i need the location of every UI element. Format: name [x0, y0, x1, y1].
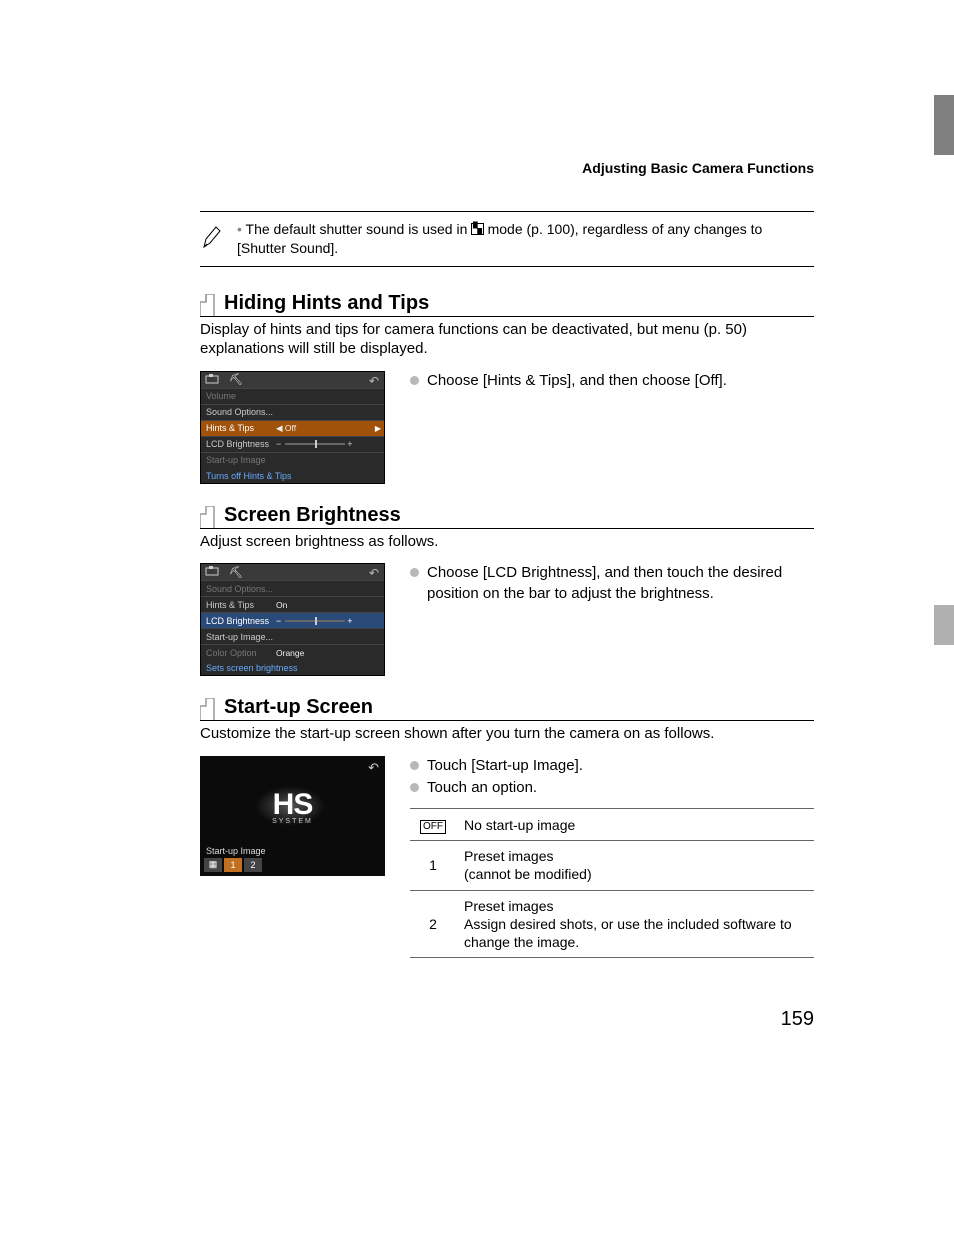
table-row: 2Preset imagesAssign desired shots, or u…: [410, 890, 814, 958]
instruction-text: Touch an option.: [427, 778, 537, 798]
section-heading-hints: Hiding Hints and Tips: [200, 292, 814, 317]
plus-icon: +: [347, 616, 352, 626]
tools-tab-icon: ⛏: [229, 373, 243, 386]
pencil-icon: [200, 220, 222, 255]
bullet-icon: [410, 568, 419, 577]
menu-footer: Turns off Hints & Tips: [206, 471, 292, 481]
startup-option: 2: [244, 858, 262, 872]
startup-option: ▦: [204, 858, 222, 872]
bullet-icon: [410, 376, 419, 385]
instruction-bullet: Touch an option.: [410, 778, 814, 798]
note-before: The default shutter sound is used in: [246, 221, 472, 237]
menu-row: LCD Brightness−+: [201, 436, 384, 452]
minus-icon: −: [276, 439, 281, 449]
back-icon: ↶: [368, 760, 379, 776]
section-title: Screen Brightness: [224, 504, 401, 527]
hs-subtext: SYSTEM: [200, 818, 385, 825]
menu-footer: Sets screen brightness: [206, 663, 298, 673]
mode-icon: ▚: [471, 223, 483, 235]
menu-row-label: Start-up Image...: [206, 632, 276, 642]
note-box: • The default shutter sound is used in ▚…: [200, 211, 814, 267]
side-tab: [934, 95, 954, 155]
menu-row: Start-up Image...: [201, 628, 384, 644]
brightness-slider: [285, 443, 345, 445]
instruction-text: Choose [LCD Brightness], and then touch …: [427, 563, 814, 604]
page-number: 159: [200, 1008, 814, 1031]
section-heading-startup: Start-up Screen: [200, 696, 814, 721]
option-desc: Preset images(cannot be modified): [456, 841, 814, 890]
note-text: • The default shutter sound is used in ▚…: [237, 220, 814, 258]
bookmark-icon: [200, 698, 218, 720]
bookmark-icon: [200, 506, 218, 528]
menu-row: Start-up Image: [201, 452, 384, 468]
slider-wrap: −+: [276, 439, 353, 449]
off-icon: OFF: [420, 820, 446, 834]
section-intro: Customize the start-up screen shown afte…: [200, 724, 814, 744]
instruction-text: Choose [Hints & Tips], and then choose […: [427, 371, 727, 391]
section-title: Hiding Hints and Tips: [224, 292, 429, 315]
menu-row-value: Orange: [276, 648, 304, 658]
menu-row: LCD Brightness−+: [201, 612, 384, 628]
side-tab-light: [934, 605, 954, 645]
hs-logo: HS SYSTEM: [200, 788, 385, 825]
section-intro: Adjust screen brightness as follows.: [200, 532, 814, 552]
menu-row-label: LCD Brightness: [206, 439, 276, 449]
startup-options: ▦12: [204, 858, 262, 872]
bullet-icon: [410, 783, 419, 792]
camera-tab-icon: [205, 374, 219, 386]
menu-row: Sound Options...: [201, 404, 384, 420]
menu-row: Volume: [201, 388, 384, 404]
hs-text: HS: [200, 788, 385, 822]
brightness-slider: [285, 620, 345, 622]
option-key: OFF: [410, 809, 456, 841]
minus-icon: −: [276, 616, 281, 626]
instruction-bullet: Choose [Hints & Tips], and then choose […: [410, 371, 814, 391]
menu-row-label: Sound Options...: [206, 407, 276, 417]
menu-row-label: Volume: [206, 391, 276, 401]
bullet-icon: [410, 761, 419, 770]
page: Adjusting Basic Camera Functions • The d…: [0, 0, 954, 1091]
running-header: Adjusting Basic Camera Functions: [200, 160, 814, 176]
startup-option: 1: [224, 858, 242, 872]
table-row: OFF No start-up image: [410, 809, 814, 841]
table-row: 1Preset images(cannot be modified): [410, 841, 814, 890]
menu-row-label: Sound Options...: [206, 584, 276, 594]
instruction-bullet: Choose [LCD Brightness], and then touch …: [410, 563, 814, 604]
menu-row-label: Hints & Tips: [206, 600, 276, 610]
bookmark-icon: [200, 294, 218, 316]
menu-screenshot-brightness: ⛏ ↶ Sound Options...Hints & TipsOnLCD Br…: [200, 563, 385, 676]
startup-options-table: OFF No start-up image1Preset images(canno…: [410, 808, 814, 958]
menu-row-label: LCD Brightness: [206, 616, 276, 626]
option-key: 2: [410, 890, 456, 958]
menu-row: Hints & TipsOn: [201, 596, 384, 612]
back-icon: ↶: [369, 566, 379, 580]
startup-label: Start-up Image: [206, 846, 266, 856]
plus-icon: +: [347, 439, 352, 449]
instruction-text: Touch [Start-up Image].: [427, 756, 583, 776]
option-desc: No start-up image: [456, 809, 814, 841]
menu-row-value: On: [276, 600, 287, 610]
startup-screenshot: ↶ HS SYSTEM Start-up Image ▦12: [200, 756, 385, 876]
menu-row-label: Start-up Image: [206, 455, 276, 465]
tools-tab-icon: ⛏: [229, 566, 243, 579]
section-heading-brightness: Screen Brightness: [200, 504, 814, 529]
option-desc: Preset imagesAssign desired shots, or us…: [456, 890, 814, 958]
section-title: Start-up Screen: [224, 696, 373, 719]
option-key: 1: [410, 841, 456, 890]
menu-row: Sound Options...: [201, 580, 384, 596]
slider-wrap: −+: [276, 616, 353, 626]
menu-row-label: Color Option: [206, 648, 276, 658]
instruction-bullet: Touch [Start-up Image].: [410, 756, 814, 776]
menu-screenshot-hints: ⛏ ↶ Volume Sound Options... Hints & Tips◀ …: [200, 371, 385, 484]
arrow-right-icon: ▶: [375, 424, 381, 433]
camera-tab-icon: [205, 566, 219, 578]
menu-row-value: ◀ Off: [276, 423, 296, 434]
menu-row: Hints & Tips◀ Off ▶: [201, 420, 384, 436]
menu-row: Color OptionOrange: [201, 644, 384, 660]
section-intro: Display of hints and tips for camera fun…: [200, 320, 814, 359]
menu-row-label: Hints & Tips: [206, 423, 276, 433]
back-icon: ↶: [369, 374, 379, 388]
